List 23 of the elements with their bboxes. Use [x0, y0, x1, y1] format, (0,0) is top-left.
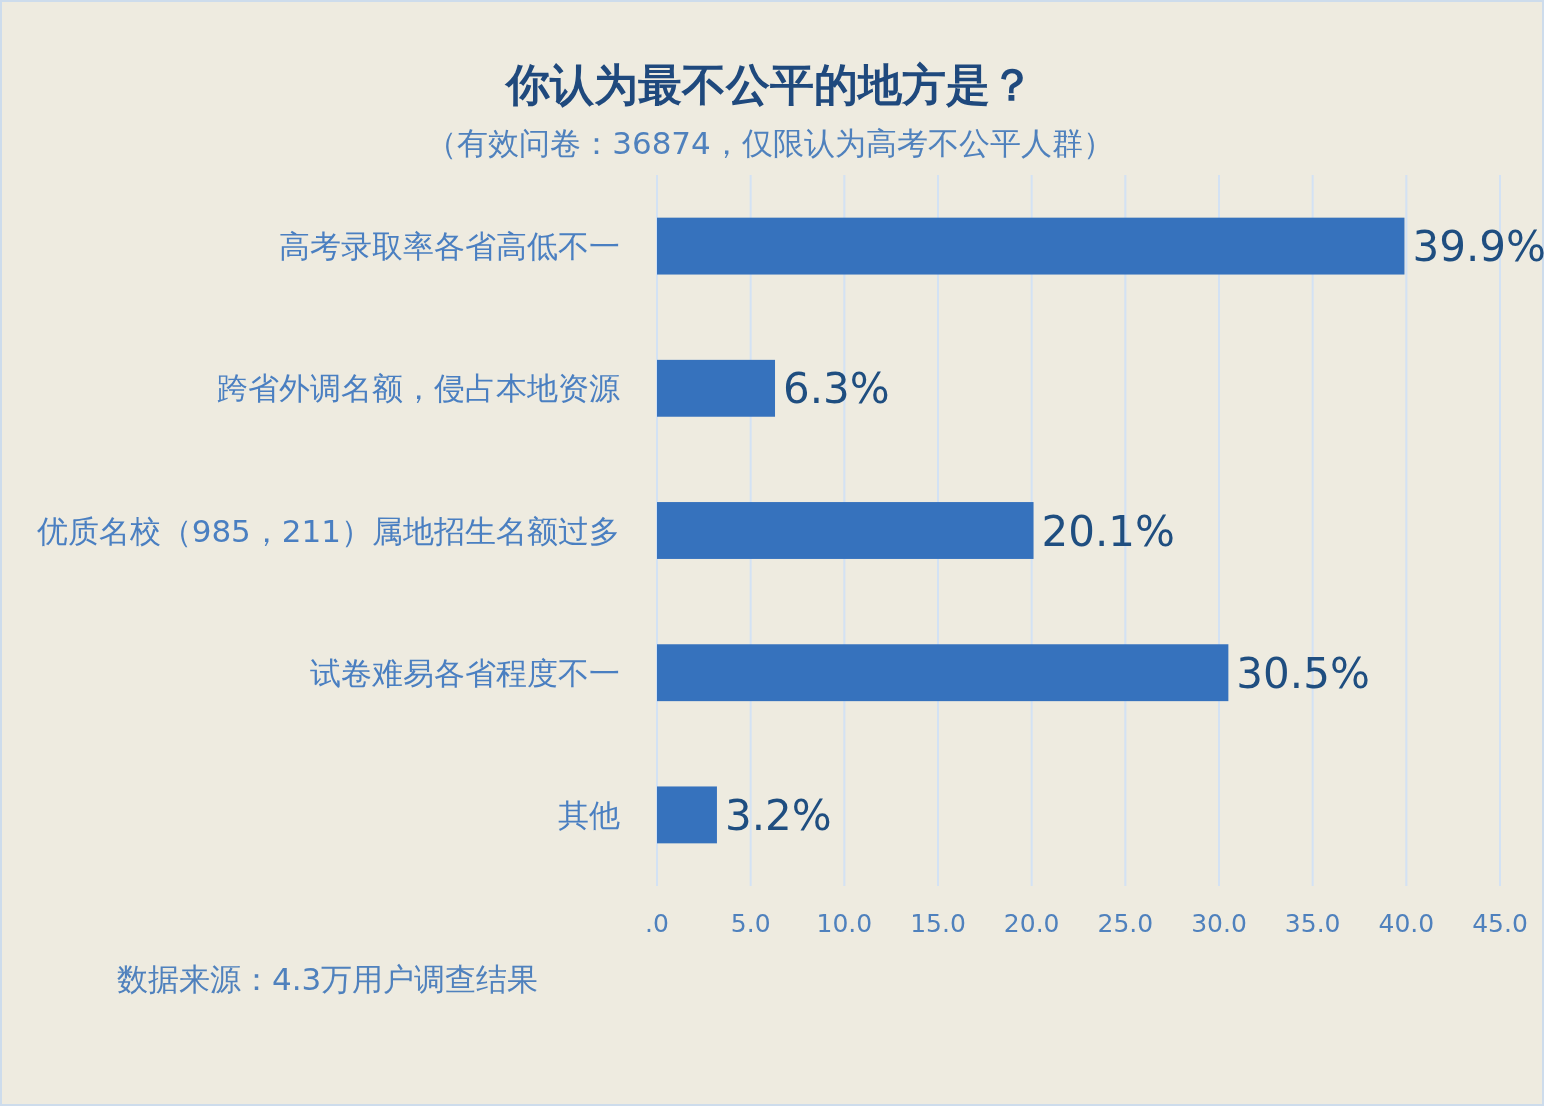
data-label: 6.3%: [783, 364, 890, 414]
x-tick: 10.0: [816, 909, 873, 938]
data-label: 30.5%: [1236, 648, 1370, 698]
category: 试卷难易各省程度不一: [310, 654, 620, 691]
title: 你认为最不公平的地方是？: [506, 59, 1034, 110]
x-tick: 15.0: [910, 909, 966, 938]
data-label: 39.9%: [1412, 222, 1544, 272]
x-tick: 25.0: [1097, 909, 1154, 938]
x-tick: 30.0: [1191, 909, 1247, 938]
x-tick: 40.0: [1378, 909, 1435, 938]
x-tick: 45.0: [1472, 909, 1528, 938]
data-label: 20.1%: [1041, 506, 1175, 556]
category: 高考录取率各省高低不一: [279, 228, 620, 265]
category: 跨省外调名额，侵占本地资源: [217, 370, 620, 407]
annotation: 数据来源：4.3万用户调查结果: [117, 961, 539, 997]
x-tick: .0: [645, 909, 669, 938]
subtitle: （有效问卷：36874，仅限认为高考不公平人群）: [426, 125, 1114, 161]
category: 优质名校（985，211）属地招生名额过多: [36, 512, 620, 549]
category: 其他: [558, 796, 620, 833]
x-tick: 5.0: [730, 909, 771, 938]
data-label: 3.2%: [724, 790, 832, 840]
x-tick: 20.0: [1003, 909, 1060, 938]
x-tick: 35.0: [1284, 909, 1341, 938]
